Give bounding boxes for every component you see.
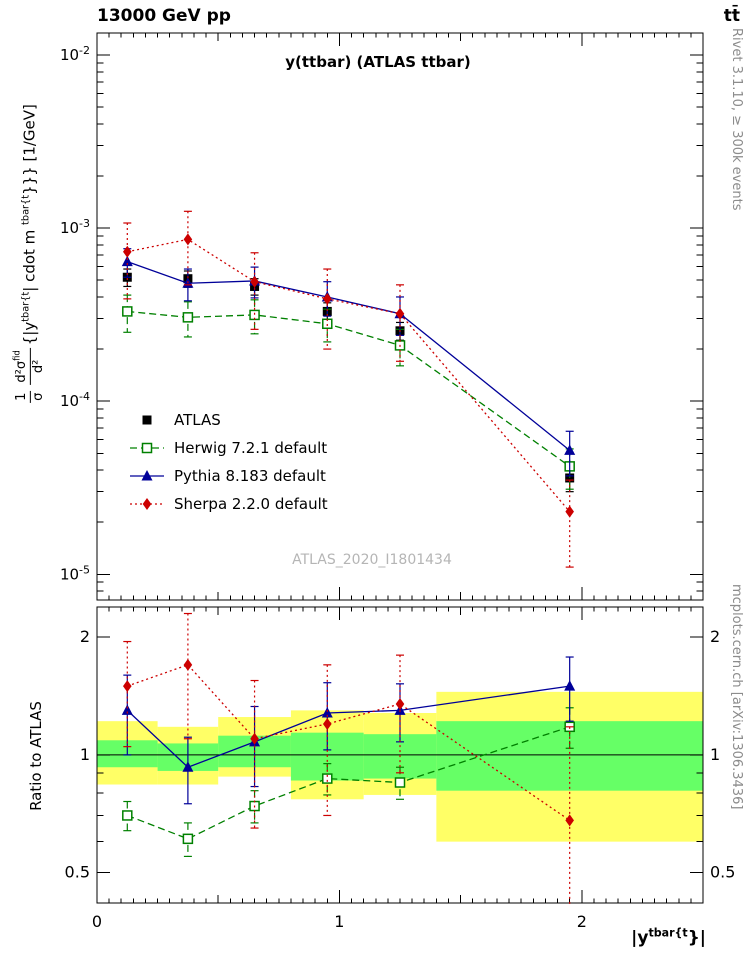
rivet-version-note: Rivet 3.1.10, ≥ 300k events xyxy=(729,28,744,211)
legend: ATLAS Herwig 7.2.1 default Pythia 8.183 de… xyxy=(130,411,328,513)
x-ticks: 0 1 2 xyxy=(92,607,704,931)
svg-text:2: 2 xyxy=(80,627,90,646)
beam-energy-label: 13000 GeV pp xyxy=(97,6,231,26)
x-axis-label: |ytbar{t}| xyxy=(631,926,706,948)
svg-text:10-5: 10-5 xyxy=(60,563,90,583)
main-y-ticks: 10-2 10-3 10-4 10-5 xyxy=(60,44,703,592)
process-label: tt̄ xyxy=(723,6,740,26)
x-ticks xyxy=(96,33,704,600)
svg-text:10-2: 10-2 xyxy=(60,44,90,64)
series-main-sherpa xyxy=(123,210,574,568)
legend-entry-atlas: ATLAS xyxy=(142,411,221,429)
svg-text:0.5: 0.5 xyxy=(65,863,90,882)
legend-label: Sherpa 2.2.0 default xyxy=(174,495,328,513)
ratio-y-axis-label: Ratio to ATLAS xyxy=(27,701,45,811)
ratio-y-ticks: 2 2 1 1 0.5 0.5 xyxy=(65,627,736,881)
svg-text:10-3: 10-3 xyxy=(60,217,90,237)
svg-text:10-4: 10-4 xyxy=(60,390,90,410)
series-main-herwig xyxy=(122,294,575,490)
svg-text:0.5: 0.5 xyxy=(710,863,735,882)
svg-text:1: 1 xyxy=(710,745,720,764)
legend-entry-pythia: Pythia 8.183 default xyxy=(130,467,326,485)
legend-label: Herwig 7.2.1 default xyxy=(174,439,327,457)
analysis-watermark: ATLAS_2020_I1801434 xyxy=(292,552,452,568)
svg-text:2: 2 xyxy=(710,627,720,646)
legend-label: Pythia 8.183 default xyxy=(174,467,326,485)
mcplots-credit-note: mcplots.cern.ch [arXiv:1306.3436] xyxy=(729,584,744,810)
legend-entry-sherpa: Sherpa 2.2.0 default xyxy=(130,495,328,513)
legend-label: ATLAS xyxy=(174,411,221,429)
legend-entry-herwig: Herwig 7.2.1 default xyxy=(130,439,327,457)
svg-text:1: 1 xyxy=(80,745,90,764)
svg-text:2: 2 xyxy=(577,912,587,931)
plot-title: y(ttbar) (ATLAS ttbar) xyxy=(285,53,471,71)
series-ratio-sherpa xyxy=(123,612,574,904)
main-y-axis-label: 1 σ d²σfid d² {|ytbar{t| cdot m tbar{t}}} [1… xyxy=(11,104,46,403)
svg-text:0: 0 xyxy=(92,912,102,931)
svg-text:1: 1 xyxy=(334,912,344,931)
